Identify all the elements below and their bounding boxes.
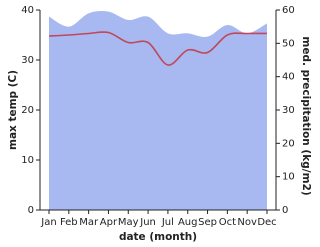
x-tick-label: Dec bbox=[257, 217, 276, 228]
y2-tick-label: 30 bbox=[282, 105, 295, 116]
y2-tick-label: 40 bbox=[282, 72, 295, 83]
y-axis-label: max temp (C) bbox=[7, 70, 19, 150]
x-tick-label: Jul bbox=[161, 217, 174, 228]
x-tick-label: May bbox=[118, 217, 139, 228]
x-tick-label: Aug bbox=[178, 217, 198, 228]
y-tick-label: 30 bbox=[21, 55, 34, 66]
y2-tick-label: 50 bbox=[282, 38, 295, 49]
y2-tick-label: 10 bbox=[282, 172, 295, 183]
x-tick-label: Jun bbox=[139, 217, 156, 228]
y2-tick-label: 0 bbox=[282, 205, 288, 216]
x-tick-label: Nov bbox=[237, 217, 257, 228]
y-tick-label: 0 bbox=[28, 205, 34, 216]
x-tick-label: Feb bbox=[60, 217, 78, 228]
y-tick-label: 10 bbox=[21, 155, 34, 166]
x-tick-label: Jan bbox=[40, 217, 56, 228]
temperature-line bbox=[48, 31, 268, 66]
x-tick-label: Apr bbox=[100, 217, 118, 228]
y-tick-label: 40 bbox=[21, 5, 34, 16]
x-tick-label: Sep bbox=[198, 217, 217, 228]
y2-tick-label: 20 bbox=[282, 138, 295, 149]
x-axis-label: date (month) bbox=[119, 231, 197, 243]
y-tick-label: 20 bbox=[21, 105, 34, 116]
x-tick-label: Oct bbox=[219, 217, 236, 228]
y2-axis-label: med. precipitation (kg/m2) bbox=[300, 36, 312, 195]
x-tick-label: Mar bbox=[79, 217, 99, 228]
precipitation-area bbox=[49, 11, 267, 210]
y2-tick-label: 60 bbox=[282, 5, 295, 16]
